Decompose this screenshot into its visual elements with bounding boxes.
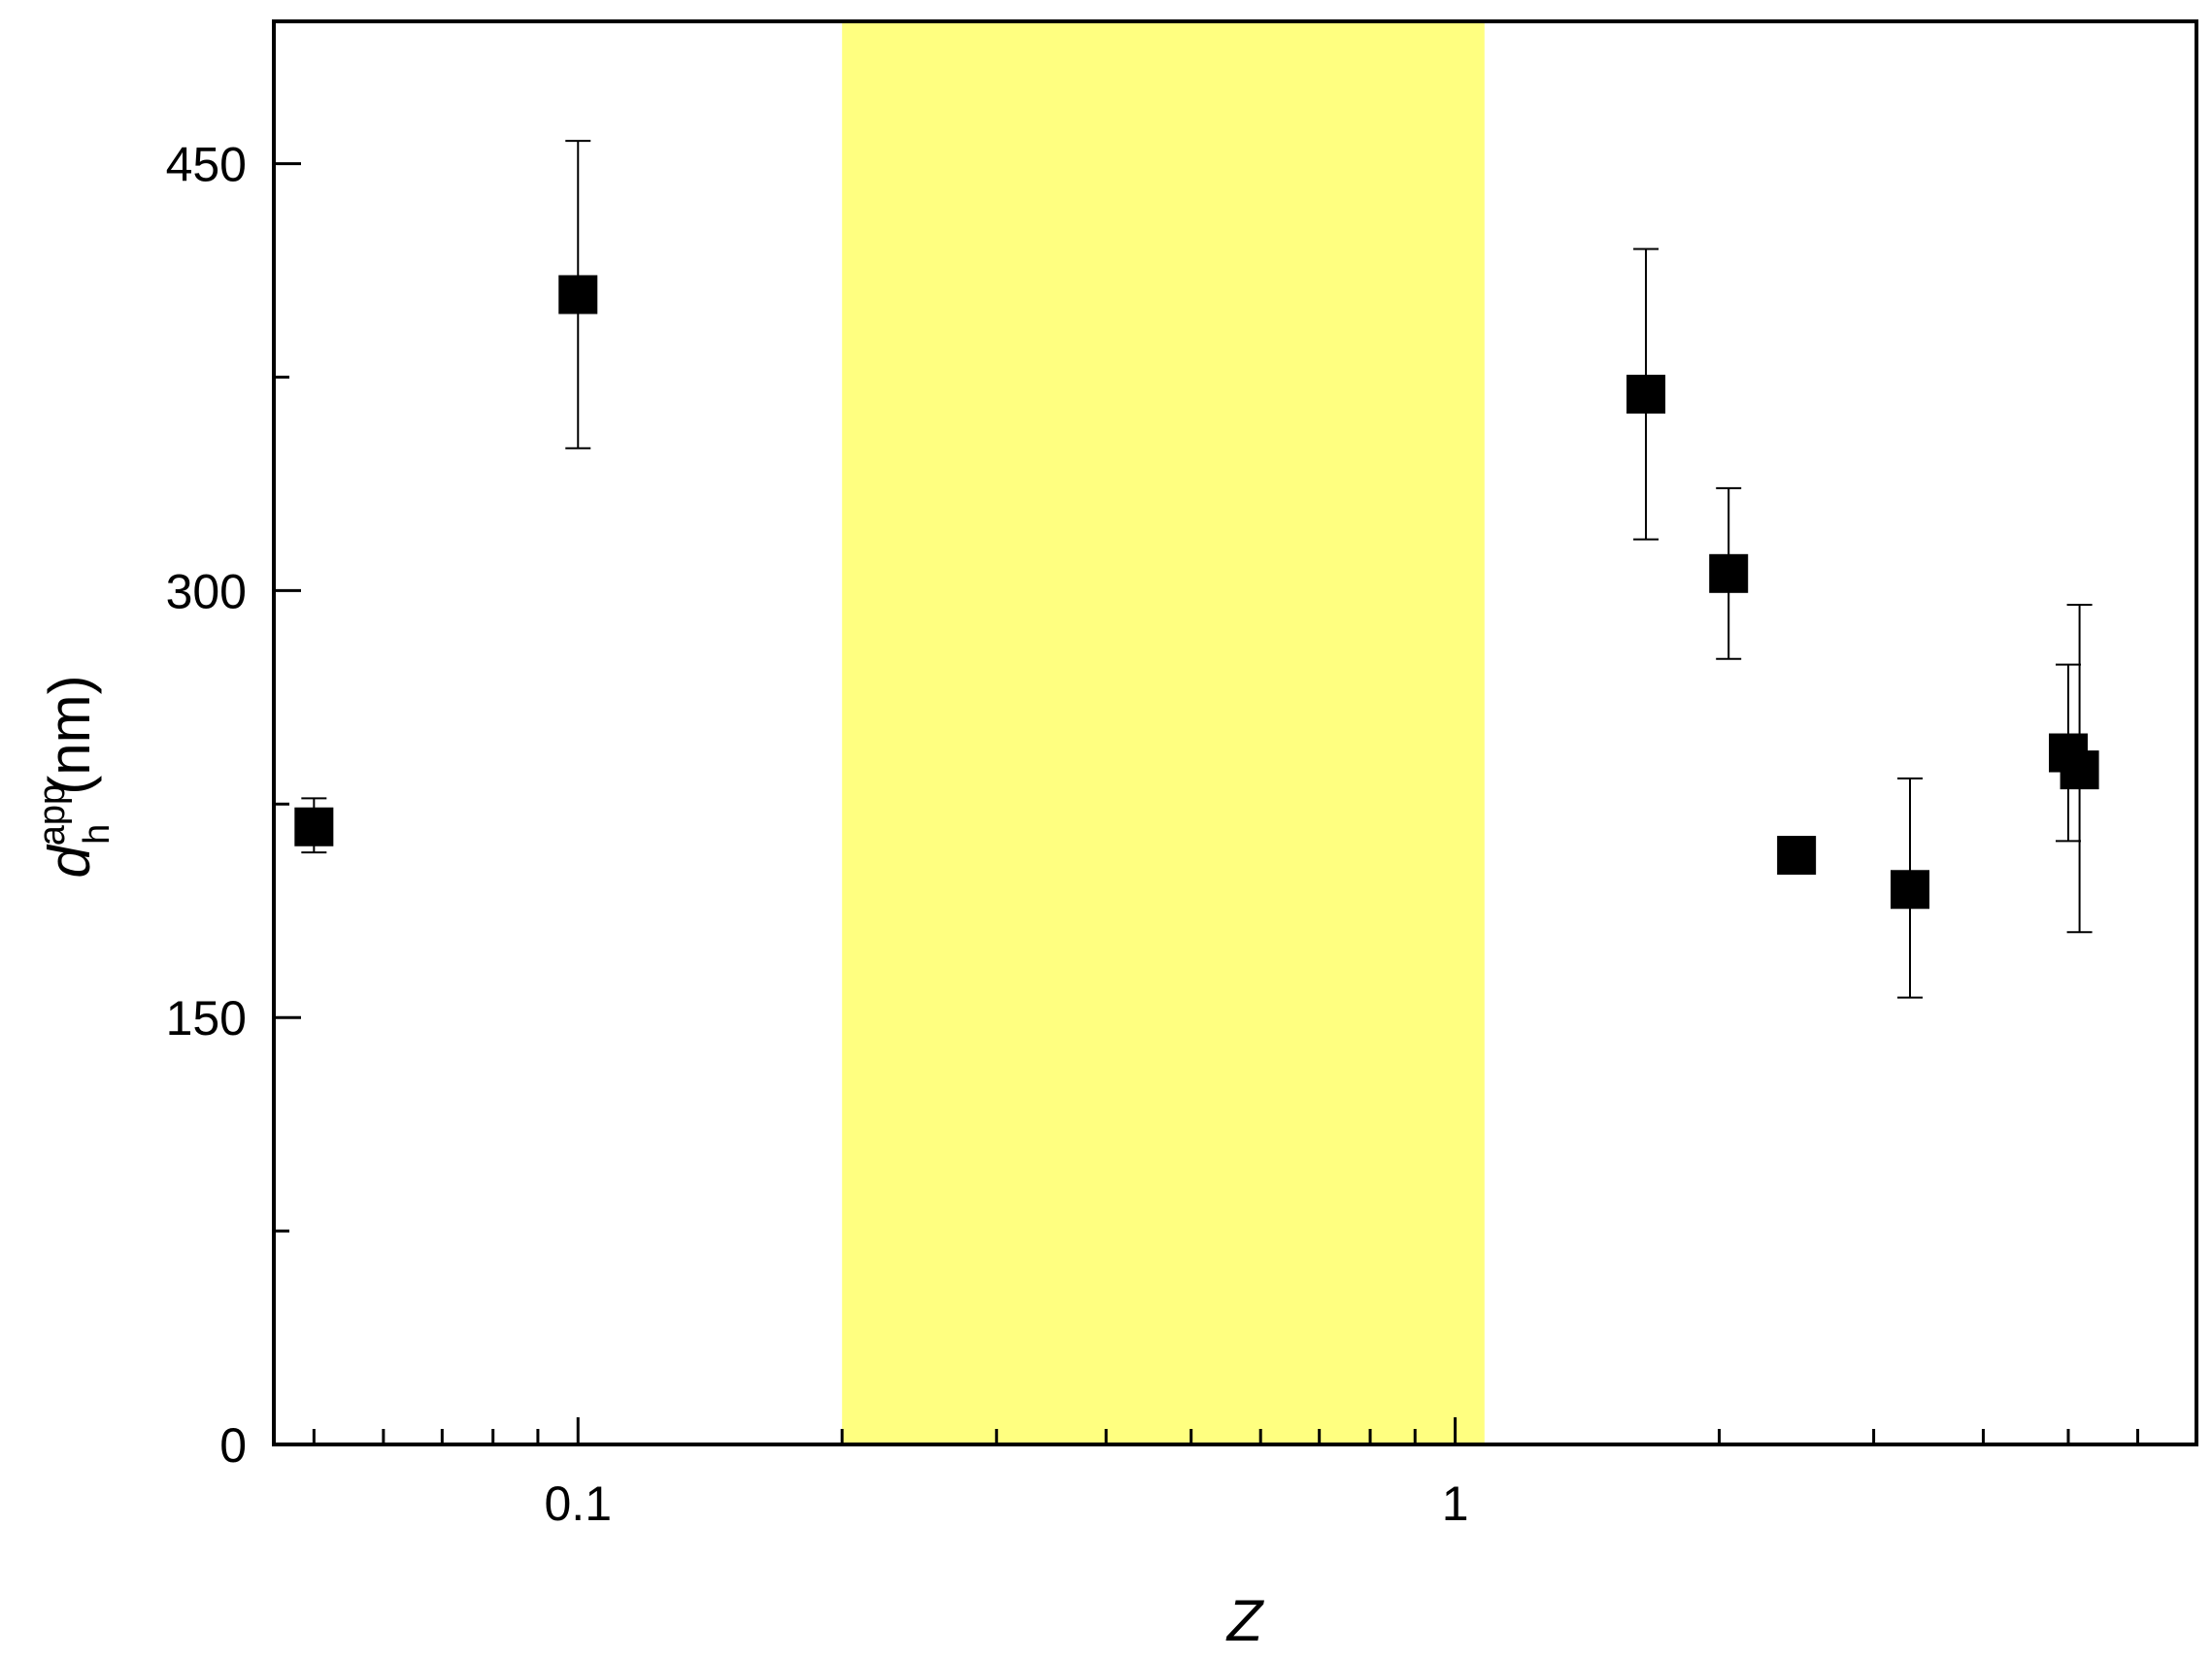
y-axis-title-main: d bbox=[37, 845, 102, 879]
data-point bbox=[2060, 750, 2099, 790]
y-tick-label: 0 bbox=[219, 1418, 247, 1473]
y-axis-title-sup: app bbox=[32, 784, 73, 846]
y-axis-title-unit: (nm) bbox=[37, 675, 102, 794]
shaded-region-layer bbox=[842, 21, 1485, 1444]
data-point bbox=[1626, 375, 1666, 415]
data-point bbox=[294, 807, 334, 846]
y-tick-label: 150 bbox=[166, 991, 247, 1045]
tick-labels-layer: 0.1 1 0 150 300 450 bbox=[166, 138, 1469, 1531]
data-point bbox=[1777, 836, 1817, 876]
x-tick-label: 0.1 bbox=[545, 1477, 613, 1531]
data-point bbox=[1890, 870, 1929, 910]
y-axis-title-sub: h bbox=[77, 824, 117, 845]
y-tick-label: 450 bbox=[166, 138, 247, 192]
plot-frame bbox=[272, 19, 2198, 1446]
x-tick-label: 1 bbox=[1442, 1477, 1469, 1531]
y-axis-title: dapp h (nm) bbox=[32, 675, 117, 878]
data-points-layer bbox=[294, 140, 2099, 999]
data-point bbox=[558, 275, 598, 315]
shaded-region bbox=[842, 21, 1485, 1444]
data-point bbox=[1709, 553, 1749, 593]
y-tick-label: 300 bbox=[166, 564, 247, 618]
x-axis-title: Z bbox=[1225, 1588, 1265, 1653]
